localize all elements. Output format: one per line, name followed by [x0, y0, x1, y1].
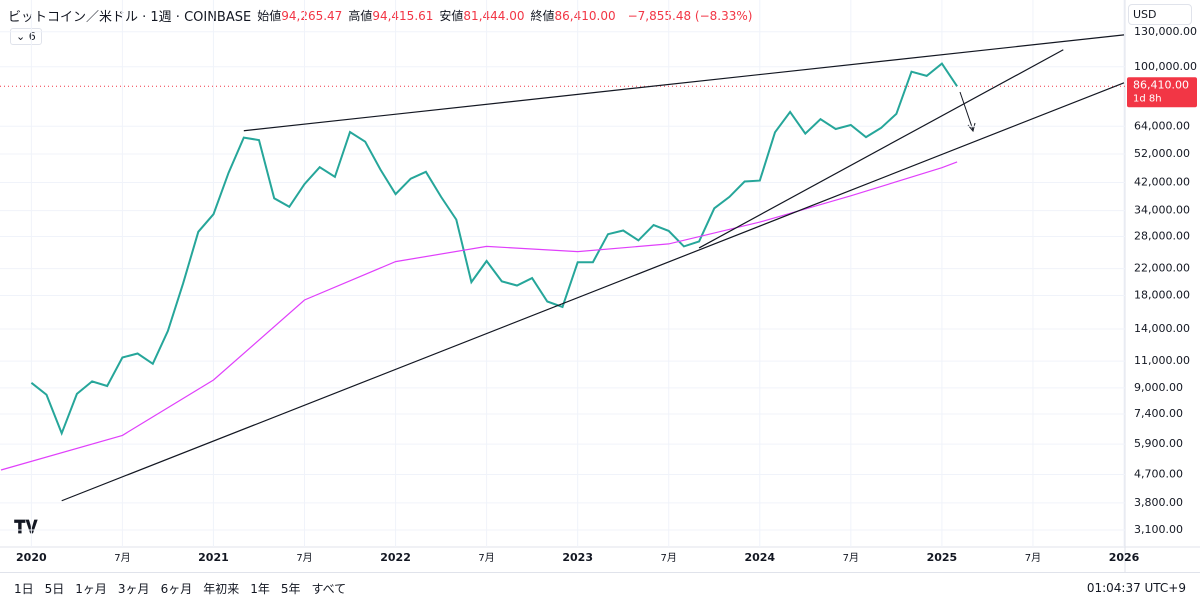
- x-tick-label: 2025: [927, 551, 958, 564]
- countdown: 1d 8h: [1133, 93, 1162, 104]
- ohlc-label: 高値: [348, 9, 373, 23]
- y-tick-label: 9,000.00: [1134, 381, 1183, 394]
- ohlc-label: 終値: [530, 9, 555, 23]
- ohlc-value: 94,415.61: [372, 9, 434, 23]
- currency-select[interactable]: USD: [1128, 4, 1192, 25]
- trend-line: [61, 82, 1125, 502]
- symbol[interactable]: ビットコイン／米ドル · 1週 · COINBASE: [8, 10, 252, 25]
- ohlc-label: 安値: [439, 9, 464, 23]
- arrow-head: [967, 122, 976, 133]
- y-tick-label: 5,900.00: [1134, 437, 1183, 450]
- indicator-count: 6: [28, 30, 36, 43]
- ohlc-value: 81,444.00: [463, 9, 525, 23]
- arrow: [959, 91, 974, 131]
- x-tick-label: 2024: [744, 551, 775, 564]
- indicator-toggle[interactable]: ⌄ 6: [10, 28, 42, 45]
- range-button[interactable]: 1年: [250, 581, 270, 596]
- clock: 01:04:37 UTC+9: [1086, 581, 1186, 595]
- range-button[interactable]: 6ヶ月: [160, 581, 193, 596]
- y-tick-label: 64,000.00: [1134, 119, 1190, 132]
- y-tick-label: 11,000.00: [1134, 354, 1190, 367]
- x-tick-label: 7月: [1025, 552, 1041, 564]
- y-tick-label: 4,700.00: [1134, 467, 1183, 480]
- x-tick-label: 7月: [296, 552, 312, 564]
- x-tick-label: 7月: [661, 552, 677, 564]
- y-tick-label: 130,000.00: [1134, 25, 1197, 38]
- chart: 𝐓𝐕 130,000.00 100,000.00 64,000.00 52,000.0…: [0, 0, 1200, 572]
- ohlc-label: 始値: [257, 9, 282, 23]
- range-button[interactable]: 5年: [280, 581, 301, 596]
- header: ビットコイン／米ドル · 1週 · COINBASE 始値94,265.47 高値…: [8, 6, 753, 26]
- trend-line: [243, 34, 1125, 132]
- ohlc-value: 94,265.47: [281, 9, 343, 23]
- x-tick-label: 2021: [198, 551, 229, 564]
- y-tick-label: 52,000.00: [1134, 147, 1190, 160]
- last-price-tag: [1127, 77, 1197, 108]
- price-line: [30, 62, 958, 437]
- ohlc: 始値94,265.47 高値94,415.61 安値81,444.00 終値86,41…: [257, 7, 621, 24]
- range-button[interactable]: 5日: [44, 581, 65, 596]
- y-tick-label: 28,000.00: [1134, 230, 1190, 243]
- logo: 𝐓𝐕: [14, 517, 39, 538]
- change: −7,855.48 (−8.33%): [627, 8, 753, 23]
- price-line: [0, 161, 958, 471]
- range-button[interactable]: 年初来: [203, 581, 240, 596]
- range-button[interactable]: 3ヶ月: [117, 581, 150, 596]
- range-button[interactable]: 1日: [14, 581, 34, 596]
- x-tick-label: 2022: [380, 551, 411, 564]
- y-tick-label: 3,100.00: [1134, 523, 1183, 536]
- grid: [0, 0, 1125, 547]
- range-button[interactable]: 1ヶ月: [75, 581, 107, 596]
- x-tick-label: 2023: [562, 551, 593, 564]
- x-tick-label: 2026: [1109, 551, 1140, 564]
- y-tick-label: 18,000.00: [1134, 288, 1190, 301]
- trend-line: [698, 49, 1064, 249]
- y-tick-label: 34,000.00: [1134, 204, 1190, 217]
- y-tick-label: 14,000.00: [1134, 322, 1190, 335]
- y-tick-label: 7,400.00: [1134, 407, 1183, 420]
- ohlc-value: 86,410.00: [554, 9, 616, 23]
- toolbar: 1日 5日 1ヶ月 3ヶ月 6ヶ月 年初来 1年 5年 すべて 01:04:37 UTC+9: [0, 572, 1200, 603]
- x-tick-label: 7月: [478, 552, 494, 564]
- range-button[interactable]: すべて: [311, 581, 347, 596]
- last-price-label: 86,410.00: [1133, 78, 1189, 91]
- y-tick-label: 22,000.00: [1134, 262, 1190, 275]
- x-tick-label: 7月: [843, 552, 859, 564]
- y-tick-label: 42,000.00: [1134, 175, 1190, 188]
- y-tick-label: 100,000.00: [1134, 60, 1197, 73]
- x-tick-label: 2020: [16, 551, 47, 564]
- x-tick-label: 7月: [114, 552, 130, 564]
- y-tick-label: 3,800.00: [1134, 496, 1183, 509]
